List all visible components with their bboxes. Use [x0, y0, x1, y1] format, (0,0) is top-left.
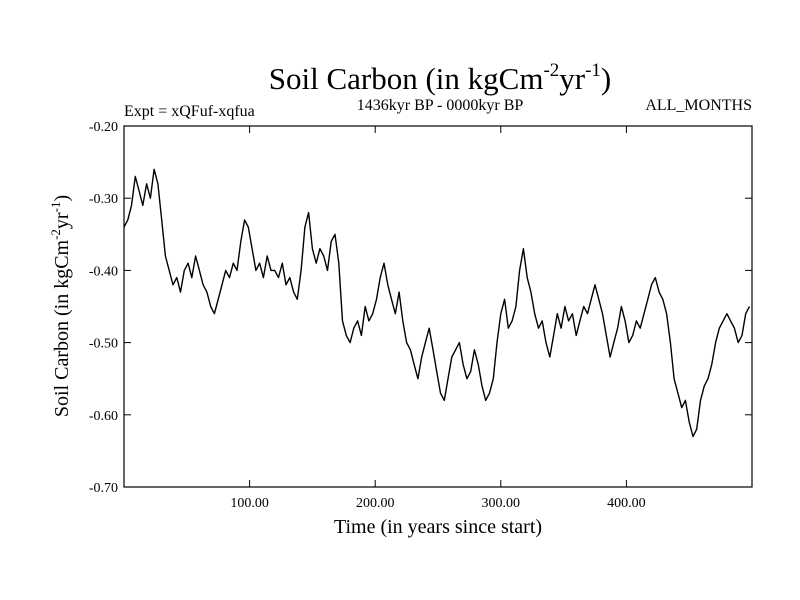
x-tick-label: 300.00 — [482, 496, 521, 511]
y-tick-label: -0.40 — [89, 264, 118, 279]
y-axis: -0.20 -0.30 -0.40 -0.50 -0.60 -0.70 — [89, 120, 752, 496]
x-tick-label: 400.00 — [607, 496, 646, 511]
y-tick-label: -0.60 — [89, 409, 118, 424]
chart-title: Soil Carbon (in kgCm-2yr-1) — [269, 60, 612, 96]
x-tick-label: 100.00 — [230, 496, 269, 511]
experiment-label: Expt = xQFuf-xqfua — [124, 103, 255, 120]
y-tick-label: -0.70 — [89, 481, 118, 496]
period-label: 1436kyr BP - 0000kyr BP — [357, 97, 524, 114]
x-tick-label: 200.00 — [356, 496, 395, 511]
y-tick-label: -0.20 — [89, 120, 118, 135]
y-axis-label: Soil Carbon (in kgCm-2yr-1) — [48, 195, 73, 417]
plot-frame — [123, 125, 753, 488]
y-tick-label: -0.50 — [89, 337, 118, 352]
soil-carbon-series — [123, 168, 751, 438]
y-tick-label: -0.30 — [89, 192, 118, 207]
x-axis-label: Time (in years since start) — [334, 516, 542, 538]
x-axis: 100.00 200.00 300.00 400.00 — [230, 126, 646, 511]
months-label: ALL_MONTHS — [645, 97, 752, 114]
